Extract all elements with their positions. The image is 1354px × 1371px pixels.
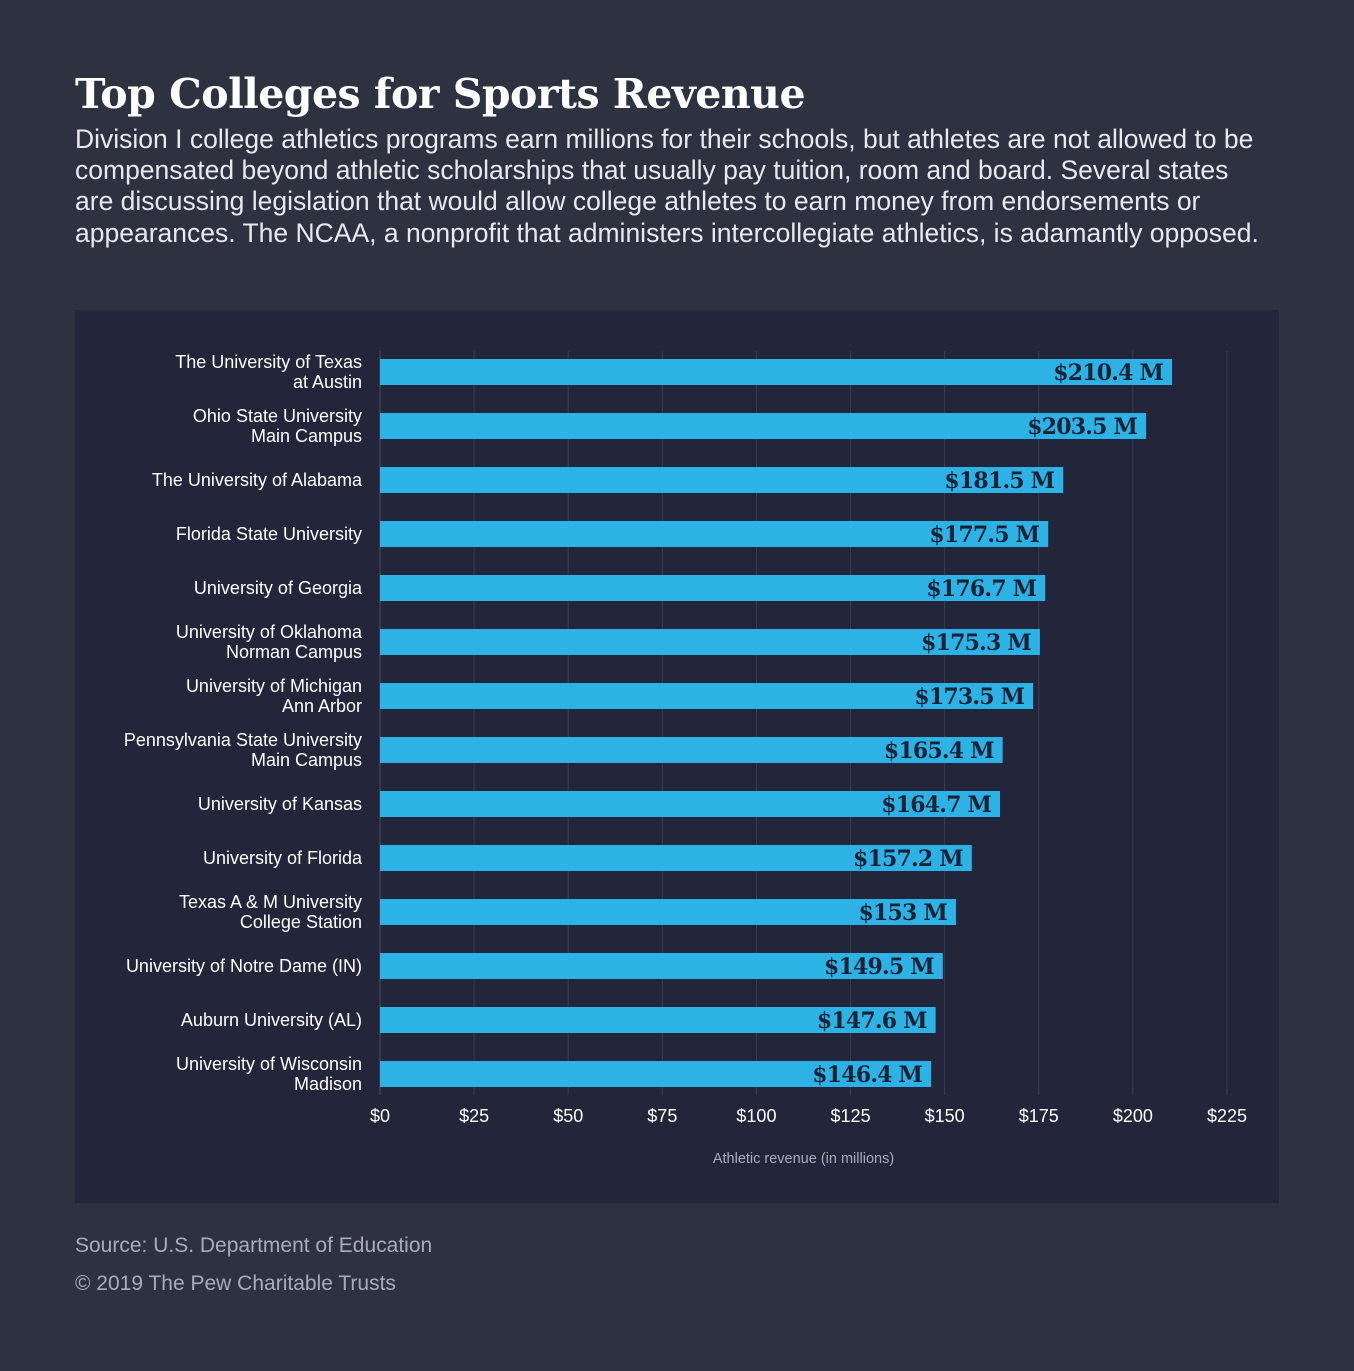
bar [380, 575, 1046, 601]
x-tick-label: $75 [647, 1106, 677, 1126]
category-label-line: University of Wisconsin [176, 1054, 362, 1074]
bar-value-label: $153 M [859, 900, 948, 926]
category-label: Auburn University (AL) [181, 1010, 362, 1030]
category-label: University of Georgia [194, 578, 363, 598]
category-label: Ohio State University Main Campus [193, 406, 362, 446]
category-label-line: University of Oklahoma [176, 622, 363, 642]
category-label: University of Notre Dame (IN) [126, 956, 362, 976]
chart-panel: $210.4 M $203.5 M $181.5 M $177.5 M $176.7 M… [75, 310, 1279, 1203]
category-label-line: Ohio State University [193, 406, 362, 426]
category-label-line: at Austin [293, 372, 362, 392]
category-label: The University of Texas at Austin [175, 352, 362, 392]
bar-value-label: $165.4 M [884, 738, 994, 764]
category-label-line: Norman Campus [226, 642, 362, 662]
bar-value-label: $157.2 M [853, 846, 963, 872]
category-label-line: University of Notre Dame (IN) [126, 956, 362, 976]
chart-subtitle: Division I college athletics programs ea… [75, 124, 1259, 248]
bar-value-label: $210.4 M [1053, 360, 1163, 386]
category-label-line: University of Florida [203, 848, 363, 868]
chart-title: Top Colleges for Sports Revenue [75, 70, 806, 118]
bar-value-label: $173.5 M [914, 684, 1024, 710]
category-label: University of Oklahoma Norman Campus [176, 622, 363, 662]
bar-value-label: $149.5 M [824, 954, 934, 980]
category-label: Pennsylvania State University Main Campus [124, 730, 362, 770]
category-label-line: Madison [294, 1074, 362, 1094]
copyright-note: © 2019 The Pew Charitable Trusts [75, 1272, 396, 1295]
category-label-line: University of Michigan [186, 676, 362, 696]
bar-value-label: $147.6 M [817, 1008, 927, 1034]
x-tick-labels: $0 $25 $50 $75 $100 $125 $150 $175 $200 $225 [370, 1106, 1247, 1126]
category-label-line: The University of Alabama [152, 470, 363, 490]
bar [380, 629, 1040, 655]
category-label: Texas A & M University College Station [179, 892, 362, 932]
category-label: University of Florida [203, 848, 363, 868]
bar-value-label: $203.5 M [1027, 414, 1137, 440]
category-label-line: Auburn University (AL) [181, 1010, 362, 1030]
bar-value-label: $175.3 M [921, 630, 1031, 656]
bar [380, 359, 1173, 385]
category-label-line: Pennsylvania State University [124, 730, 362, 750]
bar [380, 899, 956, 925]
x-tick-label: $175 [1019, 1106, 1059, 1126]
category-label-line: Main Campus [251, 426, 362, 446]
bar [380, 953, 943, 979]
x-tick-label: $200 [1113, 1106, 1153, 1126]
x-tick-label: $0 [370, 1106, 390, 1126]
bar-chart: $210.4 M $203.5 M $181.5 M $177.5 M $176.7 M… [124, 351, 1247, 1167]
category-label: University of Michigan Ann Arbor [186, 676, 362, 716]
category-label: University of Wisconsin Madison [176, 1054, 362, 1094]
category-label-line: The University of Texas [175, 352, 362, 372]
bar-value-label: $146.4 M [812, 1062, 922, 1088]
bar [380, 1061, 932, 1087]
category-label-line: Texas A & M University [179, 892, 362, 912]
bar [380, 1007, 936, 1033]
x-tick-label: $25 [459, 1106, 489, 1126]
x-tick-label: $225 [1207, 1106, 1247, 1126]
x-tick-label: $125 [831, 1106, 871, 1126]
bar-value-label: $181.5 M [944, 468, 1054, 494]
bar [380, 683, 1034, 709]
category-label-line: College Station [240, 912, 362, 932]
category-label: Florida State University [176, 524, 362, 544]
x-tick-label: $100 [736, 1106, 776, 1126]
bar [380, 521, 1049, 547]
bar [380, 845, 972, 871]
x-tick-label: $50 [553, 1106, 583, 1126]
bar [380, 791, 1001, 817]
category-label-line: Main Campus [251, 750, 362, 770]
grid-lines [379, 351, 1228, 1095]
bar-value-label: $177.5 M [929, 522, 1039, 548]
category-labels: The University of Texas at Austin Ohio Sta… [124, 352, 363, 1094]
bar [380, 413, 1147, 439]
source-note: Source: U.S. Department of Education [75, 1234, 433, 1257]
bar [380, 737, 1003, 763]
bar-value-label: $176.7 M [926, 576, 1036, 602]
category-label: The University of Alabama [152, 470, 363, 490]
bars: $210.4 M $203.5 M $181.5 M $177.5 M $176.7 M… [380, 359, 1173, 1088]
x-tick-label: $150 [925, 1106, 965, 1126]
bar [380, 467, 1064, 493]
category-label: University of Kansas [198, 794, 362, 814]
x-axis-label: Athletic revenue (in millions) [713, 1151, 894, 1167]
category-label-line: Ann Arbor [282, 696, 362, 716]
category-label-line: University of Georgia [194, 578, 363, 598]
bar-value-label: $164.7 M [881, 792, 991, 818]
category-label-line: Florida State University [176, 524, 362, 544]
category-label-line: University of Kansas [198, 794, 362, 814]
